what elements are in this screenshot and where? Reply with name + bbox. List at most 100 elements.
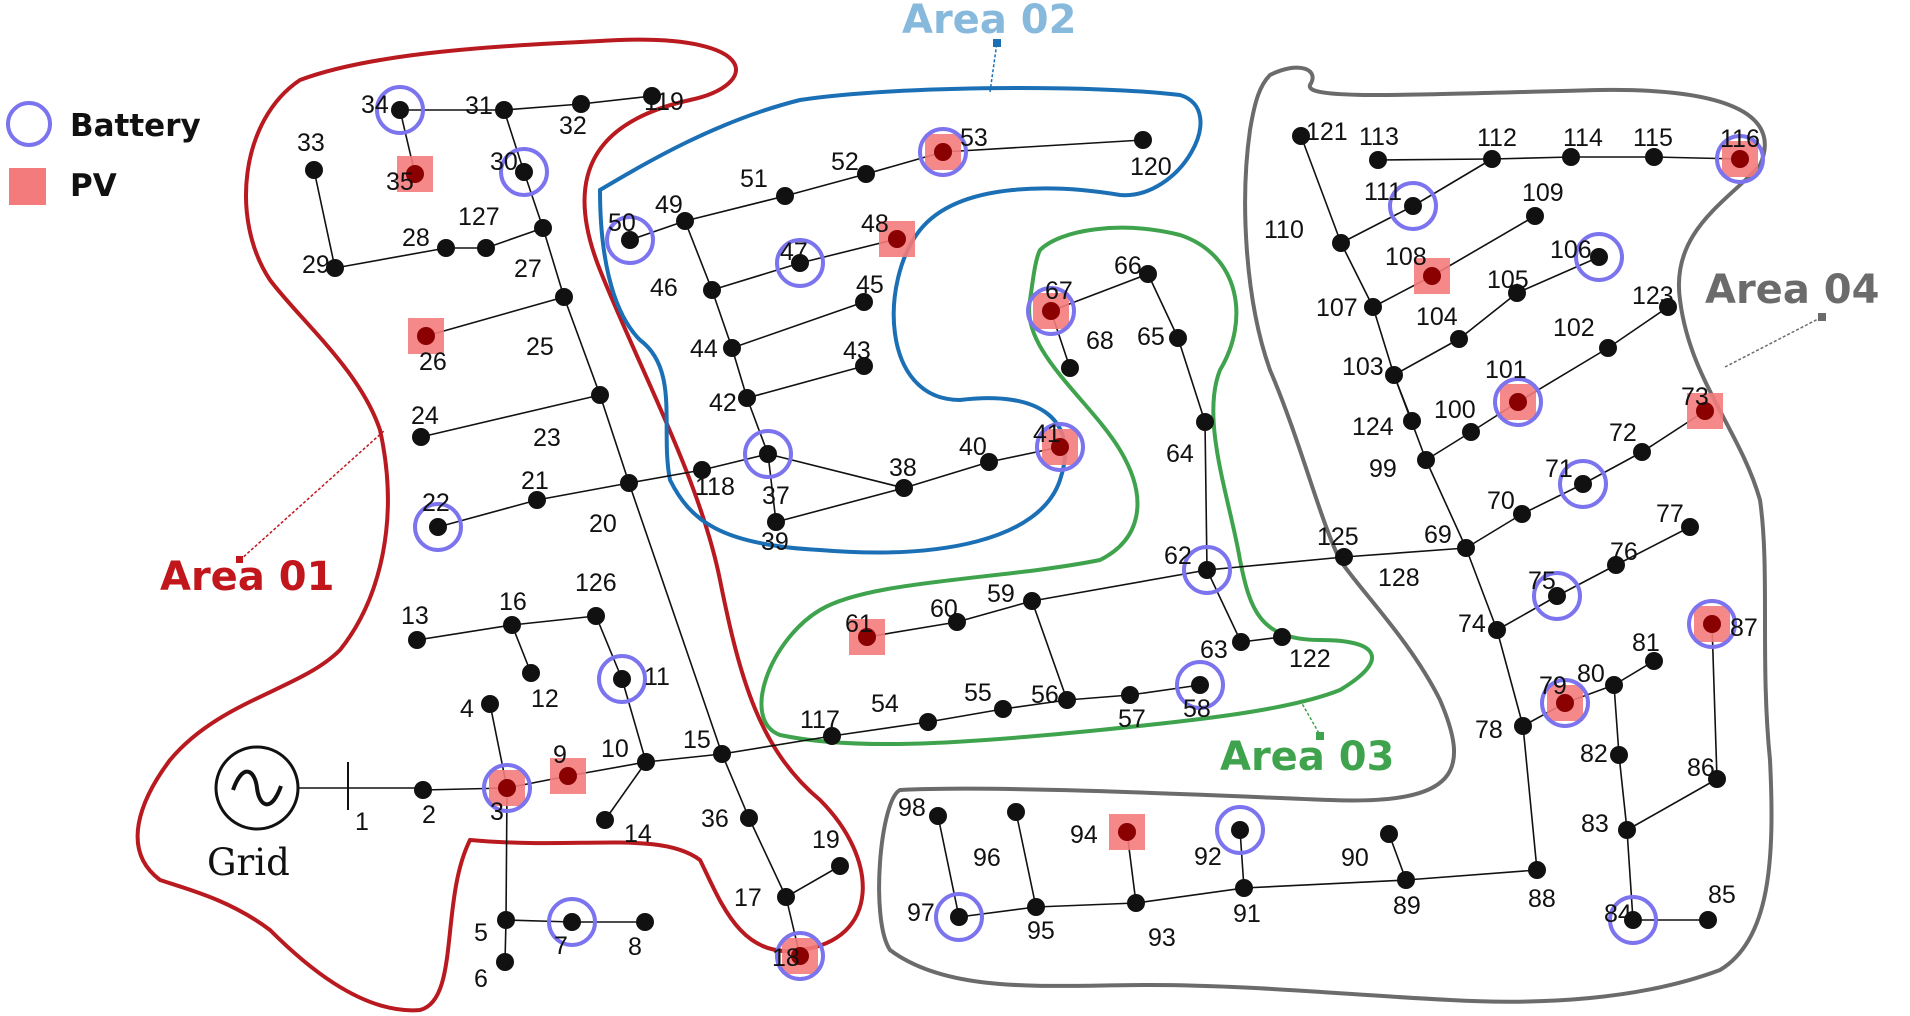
bus-label-96: 96 [973, 844, 1001, 872]
bus-label-7: 7 [554, 932, 568, 960]
line-95-96 [1015, 811, 1037, 908]
bus-label-105: 105 [1487, 266, 1529, 294]
battery-markers [375, 85, 1765, 981]
line-46-47 [711, 262, 801, 291]
battery-marker-53 [918, 127, 968, 177]
bus-node-25 [555, 288, 573, 306]
line-59-60 [956, 600, 1033, 623]
bus-node-36 [740, 809, 758, 827]
bus-label-117: 117 [800, 706, 840, 734]
bus-label-32: 32 [559, 112, 587, 140]
bus-node-80 [1605, 676, 1623, 694]
line-29-33 [313, 169, 336, 269]
bus-node-67 [1042, 302, 1060, 320]
line-111-112 [1412, 158, 1493, 207]
bus-label-109: 109 [1522, 179, 1564, 207]
bus-node-50 [621, 231, 639, 249]
bus-node-100 [1462, 423, 1480, 441]
bus-label-77: 77 [1656, 500, 1684, 528]
bus-node-32 [572, 95, 590, 113]
bus-label-83: 83 [1581, 810, 1609, 838]
bus-node-9 [559, 767, 577, 785]
bus-node-69 [1457, 539, 1475, 557]
bus-label-17: 17 [734, 884, 762, 912]
bus-node-28 [437, 239, 455, 257]
bus-label-10: 10 [601, 735, 629, 763]
line-69-70 [1465, 513, 1523, 549]
bus-node-44 [723, 339, 741, 357]
bus-node-59 [1023, 592, 1041, 610]
line-65-66 [1147, 273, 1179, 339]
bus-node-54 [919, 713, 937, 731]
line-105-106 [1516, 256, 1600, 294]
line-36-17 [748, 817, 787, 898]
battery-marker-7 [547, 897, 597, 947]
bus-label-49: 49 [655, 191, 683, 219]
line-59-62 [1031, 569, 1208, 602]
line-57-58 [1129, 684, 1201, 696]
battery-marker-111 [1388, 181, 1438, 231]
bus-node-47 [791, 254, 809, 272]
line-44-45 [731, 301, 865, 349]
bus-node-68 [1061, 359, 1079, 377]
line-80-82 [1613, 684, 1620, 756]
bus-label-25: 25 [526, 333, 554, 361]
bus-label-3: 3 [490, 798, 504, 826]
bus-label-38: 38 [889, 454, 917, 482]
area-02-title: Area 02 [902, 0, 1076, 43]
bus-label-70: 70 [1487, 487, 1515, 515]
bus-label-124: 124 [1352, 413, 1394, 441]
bus-label-40: 40 [959, 433, 987, 461]
bus-label-115: 115 [1633, 124, 1673, 152]
bus-node-10 [637, 753, 655, 771]
bus-label-55: 55 [964, 679, 992, 707]
bus-label-110: 110 [1264, 216, 1304, 244]
area-01-leader [239, 429, 386, 561]
bus-label-58: 58 [1183, 695, 1211, 723]
bus-node-40 [980, 453, 998, 471]
area-04-title: Area 04 [1705, 267, 1879, 313]
bus-label-106: 106 [1550, 236, 1592, 264]
area-01-boundary [135, 37, 865, 1013]
bus-node-8 [636, 913, 654, 931]
bus-node-51 [776, 187, 794, 205]
bus-node-127 [477, 239, 495, 257]
bus-label-79: 79 [1539, 672, 1567, 700]
bus-label-50: 50 [608, 209, 636, 237]
bus-label-101: 101 [1485, 356, 1527, 384]
bus-label-48: 48 [861, 210, 889, 238]
bus-node-18 [791, 947, 809, 965]
bus-label-114: 114 [1563, 124, 1603, 152]
area-04-leader [1724, 316, 1823, 368]
bus-node-82 [1610, 746, 1628, 764]
pv-legend-label: PV [70, 168, 117, 204]
bus-label-98: 98 [898, 794, 926, 822]
bus-label-5: 5 [474, 919, 488, 947]
battery-marker-79 [1540, 678, 1590, 728]
line-82-83 [1618, 754, 1628, 831]
battery-marker-87 [1687, 599, 1737, 649]
area-02-leader [989, 41, 998, 93]
bus-node-43 [855, 357, 873, 375]
battery-marker-116 [1715, 134, 1765, 184]
bus-node-119 [643, 87, 661, 105]
bus-label-20: 20 [589, 510, 617, 538]
bus-node-86 [1708, 770, 1726, 788]
line-54-55 [927, 708, 1004, 723]
pv-legend-icon [9, 168, 46, 205]
bus-label-52: 52 [831, 148, 859, 176]
line-39-38 [775, 487, 905, 523]
line-95-97 [958, 906, 1037, 918]
line-125-69 [1343, 547, 1467, 558]
bus-label-53: 53 [960, 124, 988, 152]
bus-node-39 [767, 513, 785, 531]
line-49-51 [684, 195, 786, 222]
line-37-39 [767, 453, 777, 523]
line-102-123 [1607, 306, 1669, 349]
line-78-88 [1522, 725, 1538, 871]
line-3-5 [505, 787, 508, 921]
line-20-21 [536, 482, 630, 501]
bus-node-72 [1633, 443, 1651, 461]
line-42-43 [746, 365, 865, 399]
battery-marker-62 [1182, 545, 1232, 595]
